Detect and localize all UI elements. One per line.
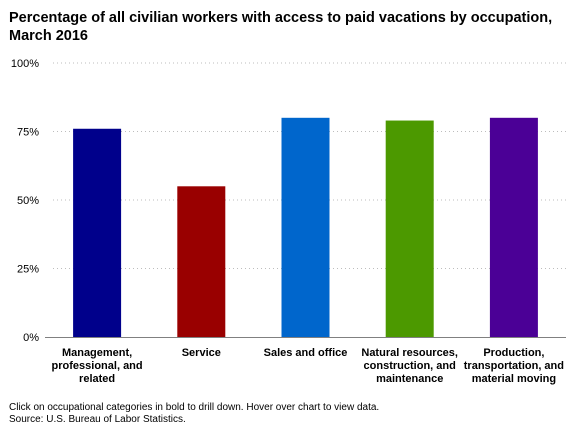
category-label[interactable]: Production, transportation, and material m… <box>462 347 566 386</box>
y-axis-tick-labels: 0% 25% 50% 75% 100% <box>11 58 39 344</box>
y-tick-label: 50% <box>17 195 39 207</box>
category-label-line: Service <box>181 347 221 359</box>
category-label-line: maintenance <box>376 373 444 385</box>
y-tick-label: 100% <box>11 58 39 70</box>
category-label[interactable]: Management, professional, and related <box>45 347 149 386</box>
category-label-line: Natural resources, <box>361 347 458 359</box>
category-label-line: Management, <box>61 347 133 359</box>
bar[interactable] <box>489 117 538 337</box>
category-label-line: Production, <box>483 347 545 359</box>
y-tick-label: 75% <box>17 127 39 139</box>
category-label[interactable]: Natural resources, construction, and maint… <box>358 347 462 386</box>
category-label-line: transportation, and <box>463 360 564 372</box>
footer-source: Source: U.S. Bureau of Labor Statistics. <box>9 414 186 425</box>
bar[interactable] <box>385 120 434 337</box>
chart-title: Percentage of all civilian workers with … <box>9 10 553 44</box>
bar[interactable] <box>177 186 226 337</box>
footer-note: Click on occupational categories in bold… <box>9 402 380 413</box>
category-label-line: construction, and <box>363 360 456 372</box>
category-label-line: material moving <box>471 373 557 385</box>
bar[interactable] <box>73 128 122 337</box>
y-tick-label: 25% <box>17 264 39 276</box>
category-label-line: related <box>79 373 116 385</box>
category-label-line: Sales and office <box>263 347 348 359</box>
y-tick-label: 0% <box>23 332 39 344</box>
category-label[interactable]: Sales and office <box>254 347 358 360</box>
category-label[interactable]: Service <box>149 347 253 360</box>
bar[interactable] <box>281 117 330 337</box>
category-label-line: professional, and <box>51 360 143 372</box>
bars <box>73 117 538 337</box>
